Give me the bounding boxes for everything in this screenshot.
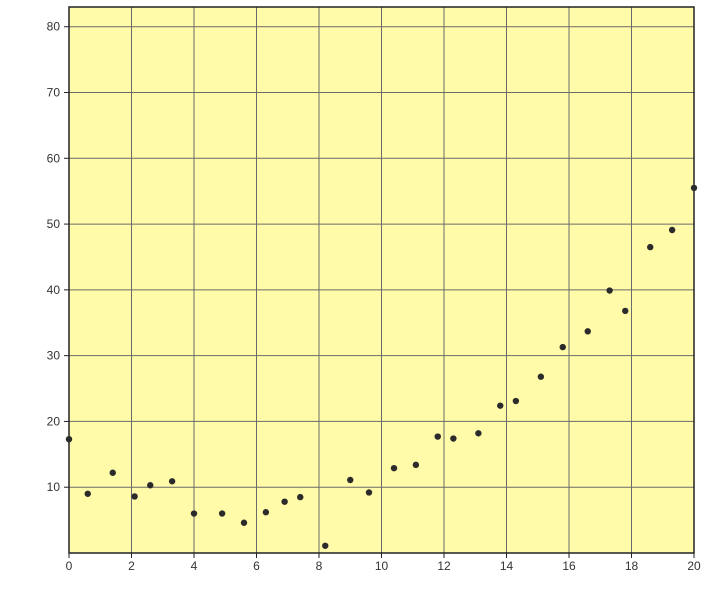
y-tick-label: 20: [47, 414, 61, 428]
x-tick-label: 6: [253, 559, 260, 573]
data-point: [297, 493, 304, 501]
y-tick-label: 60: [47, 151, 61, 165]
data-point: [65, 435, 73, 443]
data-point: [109, 469, 116, 476]
data-point: [559, 343, 566, 351]
x-tick-label: 0: [66, 559, 73, 573]
data-point: [281, 498, 288, 505]
data-point: [131, 493, 138, 500]
data-point: [690, 184, 698, 192]
data-point: [262, 509, 270, 516]
data-point: [84, 490, 91, 497]
data-point: [606, 287, 613, 294]
y-tick-label: 40: [47, 283, 61, 297]
x-tick-label: 18: [625, 559, 639, 573]
data-point: [497, 402, 504, 409]
data-point: [218, 510, 226, 517]
data-point: [240, 519, 248, 526]
data-point: [390, 464, 398, 472]
data-point: [347, 476, 354, 484]
x-tick-label: 8: [316, 559, 323, 573]
data-point: [584, 328, 591, 335]
y-tick-label: 80: [47, 20, 61, 34]
data-point: [322, 542, 329, 549]
data-point: [512, 397, 520, 405]
data-point: [168, 478, 176, 485]
y-tick-label: 30: [47, 349, 61, 363]
x-tick-label: 16: [562, 559, 576, 573]
data-point: [190, 510, 198, 517]
data-point: [412, 461, 420, 469]
y-tick-label: 10: [47, 480, 61, 494]
data-point: [537, 373, 545, 380]
x-tick-label: 20: [687, 559, 701, 573]
x-tick-label: 14: [500, 559, 514, 573]
data-point: [147, 482, 154, 489]
axis-ticks: 0 2 4 6 8 10 12 14 16 18 20 10 20 30 40 50 60 70 80: [47, 20, 701, 573]
data-point: [365, 489, 373, 496]
data-point: [475, 430, 482, 437]
x-tick-label: 10: [375, 559, 389, 573]
y-tick-label: 50: [47, 217, 61, 231]
data-points: [65, 184, 698, 549]
data-point: [622, 307, 629, 315]
data-point: [647, 243, 654, 251]
data-point: [450, 435, 457, 442]
x-tick-label: 2: [128, 559, 135, 573]
data-point: [668, 226, 676, 234]
x-tick-label: 4: [191, 559, 198, 573]
x-tick-label: 12: [437, 559, 451, 573]
data-point: [434, 433, 441, 440]
y-tick-label: 70: [47, 86, 61, 100]
